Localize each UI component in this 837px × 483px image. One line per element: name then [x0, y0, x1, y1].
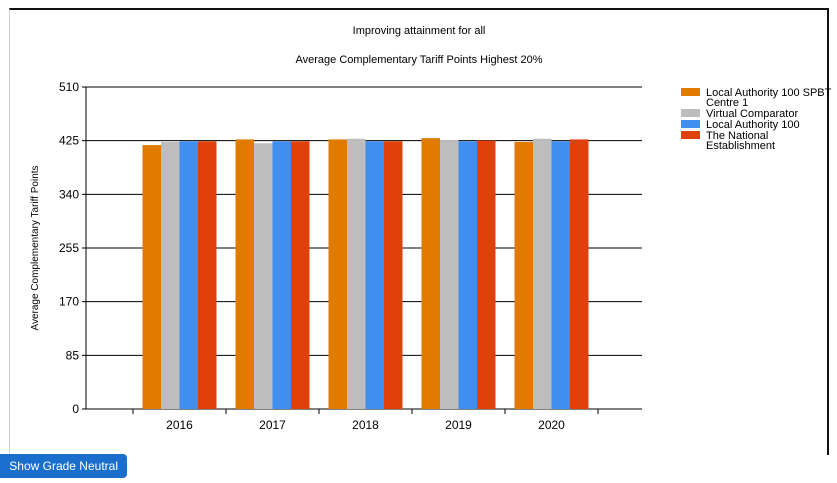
chart-subtitle: Average Complementary Tariff Points High… [295, 54, 543, 66]
y-tick-label: 510 [59, 80, 79, 94]
x-tick-label: 2017 [259, 418, 286, 432]
x-tick-label: 2020 [538, 418, 565, 432]
bar [458, 141, 477, 409]
bar [179, 141, 198, 409]
bar [384, 141, 403, 409]
bar [440, 140, 459, 410]
show-grade-neutral-button[interactable]: Show Grade Neutral [0, 454, 127, 478]
bar [551, 141, 570, 409]
bar [235, 139, 254, 409]
legend-entry: The National Establishment [706, 130, 775, 152]
bar [161, 141, 180, 409]
bar [198, 141, 217, 409]
legend-entry: Virtual Comparator [706, 108, 798, 120]
y-tick-label: 425 [59, 134, 79, 148]
y-axis-label: Average Complementary Tariff Points [30, 165, 41, 330]
bar [477, 140, 496, 409]
legend-entry: Local Authority 100 [706, 119, 800, 131]
legend-swatch [681, 120, 700, 128]
bar [421, 138, 440, 409]
chart-title: Improving attainment for all [352, 25, 486, 37]
y-tick-label: 0 [72, 402, 79, 416]
bar [514, 141, 533, 409]
bar [570, 139, 589, 409]
x-tick-label: 2019 [445, 418, 472, 432]
x-tick-label: 2016 [166, 418, 193, 432]
y-tick-label: 340 [59, 187, 79, 201]
legend-swatch [681, 131, 700, 139]
legend-swatch [681, 109, 700, 117]
bar [365, 141, 384, 409]
bar [533, 138, 552, 409]
bar [142, 145, 161, 409]
legend-swatch [681, 88, 700, 96]
bar [347, 138, 366, 409]
y-tick-label: 255 [59, 241, 79, 255]
y-tick-label: 85 [66, 348, 80, 362]
y-tick-label: 170 [59, 295, 79, 309]
legend-entry: Local Authority 100 SPBT Centre 1 [706, 87, 832, 109]
bar [291, 141, 310, 409]
x-tick-label: 2018 [352, 418, 379, 432]
bar [328, 139, 347, 409]
bar [272, 141, 291, 409]
bar [254, 143, 273, 410]
